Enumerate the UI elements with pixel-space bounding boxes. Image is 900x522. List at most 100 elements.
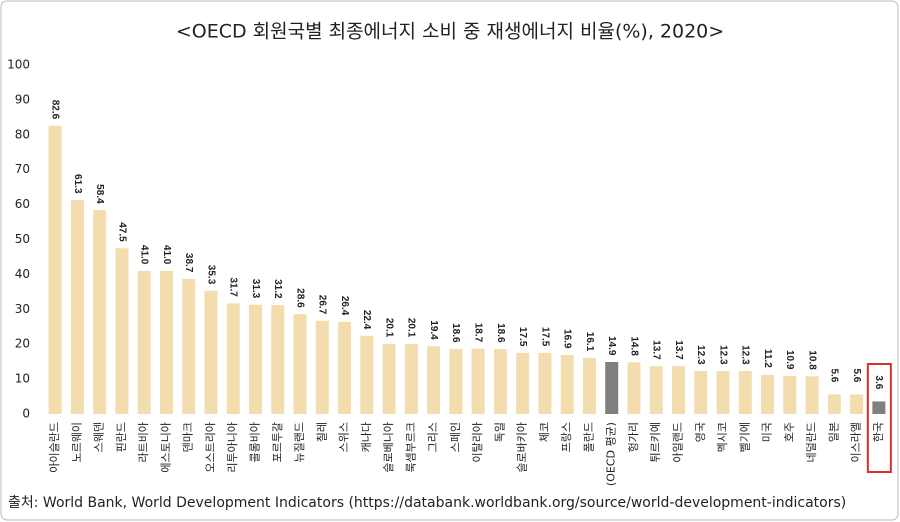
- x-tick-label: 캐나다: [360, 422, 373, 452]
- value-label: 17.5: [517, 327, 528, 347]
- bar: [360, 335, 374, 414]
- bar: [404, 343, 418, 414]
- bar: [115, 248, 129, 414]
- bar: [449, 349, 463, 414]
- bar: [338, 321, 352, 414]
- value-label: 20.1: [383, 318, 394, 338]
- value-label: 12.3: [717, 345, 728, 365]
- y-tick-label: 70: [15, 162, 30, 176]
- x-tick-label: 일본: [826, 422, 840, 442]
- value-label: 14.9: [606, 336, 617, 356]
- value-label: 3.6: [873, 375, 884, 389]
- value-label: 61.3: [72, 174, 83, 194]
- y-tick-label: 20: [15, 337, 30, 351]
- value-label: 41.0: [161, 245, 172, 265]
- bar: [137, 270, 151, 414]
- bar: [582, 357, 596, 414]
- x-tick-label: 덴마크: [182, 422, 195, 452]
- x-tick-label: 프랑스: [560, 422, 573, 452]
- bar: [382, 343, 396, 414]
- value-label: 20.1: [406, 318, 417, 338]
- x-tick-label: 체코: [538, 422, 551, 442]
- value-label: 18.6: [495, 323, 506, 343]
- bar: [672, 366, 685, 414]
- value-label: 22.4: [361, 310, 372, 330]
- value-label: 18.6: [450, 323, 461, 343]
- x-tick-label: 라트비아: [137, 422, 150, 462]
- value-label: 5.6: [829, 368, 840, 382]
- source: 출처: World Bank, World Development Indica…: [8, 495, 846, 511]
- x-tick-label: 핀란드: [115, 422, 128, 452]
- x-tick-label: 폴란드: [582, 422, 595, 452]
- value-label: 41.0: [139, 245, 150, 265]
- x-tick-label: 튀르키예: [649, 422, 662, 462]
- bar: [93, 210, 107, 414]
- bar: [182, 278, 196, 414]
- bar: [872, 401, 886, 414]
- y-tick-label: 100: [7, 58, 30, 72]
- value-label: 18.7: [472, 323, 483, 343]
- x-tick-label: 아이슬란드: [48, 422, 61, 473]
- value-label: 31.3: [250, 279, 261, 299]
- x-tick-label: 벨기에: [738, 422, 751, 452]
- bar: [315, 320, 329, 414]
- bar: [427, 346, 441, 414]
- bar: [471, 348, 485, 414]
- bar: [605, 361, 619, 414]
- bar: [805, 376, 819, 414]
- bar: [560, 355, 574, 414]
- y-tick-label: 30: [15, 302, 30, 316]
- x-tick-label: 네덜란드: [805, 422, 818, 462]
- x-tick-label: 슬로바키아: [516, 422, 529, 473]
- bar: [738, 371, 752, 414]
- value-label: 13.7: [651, 340, 662, 360]
- value-label: 82.6: [49, 100, 60, 120]
- x-tick-label: 스위스: [338, 422, 351, 452]
- x-tick-label: 미국: [761, 422, 774, 442]
- bar: [249, 304, 262, 414]
- bar: [516, 352, 530, 414]
- bar: [850, 394, 864, 414]
- value-label: 5.6: [851, 368, 862, 382]
- x-tick-label: 에스토니아: [159, 422, 172, 473]
- value-label: 35.3: [205, 265, 216, 285]
- y-tick-label: 40: [15, 267, 30, 281]
- x-tick-label: 포르투갈: [270, 422, 284, 462]
- bar: [70, 200, 84, 414]
- x-tick-label: 헝가리: [627, 422, 640, 452]
- x-tick-label: 한국: [872, 422, 885, 442]
- bar: [271, 305, 285, 414]
- value-label: 17.5: [539, 327, 550, 347]
- value-label: 10.9: [784, 350, 795, 370]
- value-label: 12.3: [695, 345, 706, 365]
- x-tick-label: 노르웨이: [70, 422, 83, 462]
- bar: [761, 374, 775, 414]
- x-tick-label: 스페인: [449, 422, 462, 452]
- bar: [204, 290, 218, 414]
- bar: [694, 371, 708, 414]
- bar: [159, 270, 173, 414]
- x-tick-label: 멕시코: [716, 422, 729, 452]
- value-label: 11.2: [762, 349, 773, 368]
- bar: [493, 349, 507, 414]
- x-tick-label: 칠레: [315, 422, 328, 442]
- x-tick-label: 그리스: [427, 422, 440, 452]
- x-tick-label: 아일랜드: [671, 422, 685, 462]
- x-tick-label: 스웨덴: [93, 422, 106, 452]
- value-label: 16.9: [562, 329, 573, 349]
- bar: [48, 125, 62, 414]
- y-tick-label: 90: [15, 92, 30, 106]
- x-tick-label: 호주: [783, 422, 796, 442]
- x-tick-label: 오스트리아: [204, 422, 217, 473]
- value-label: 12.3: [740, 345, 751, 365]
- chart-title: <OECD 회원국별 최종에너지 소비 중 재생에너지 비율(%), 2020>: [176, 21, 724, 43]
- value-label: 26.7: [317, 295, 328, 315]
- value-label: 31.2: [272, 279, 283, 299]
- bar: [716, 371, 730, 414]
- x-tick-label: (OECD 평균): [605, 422, 618, 486]
- x-tick-label: 룩셈부르크: [404, 422, 417, 473]
- bar: [538, 352, 552, 414]
- x-tick-label: 이스라엘: [850, 422, 863, 462]
- x-tick-label: 콜롬비아: [249, 422, 262, 462]
